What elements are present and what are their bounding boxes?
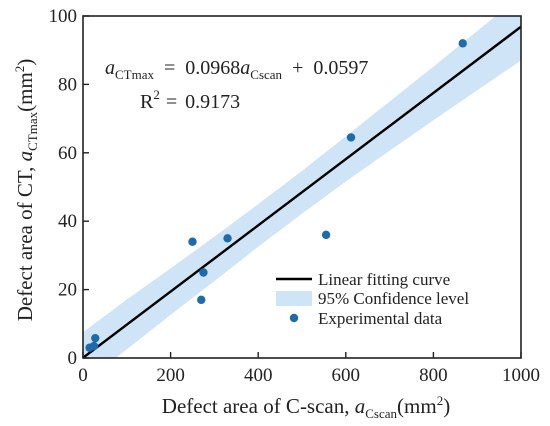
- data-point: [199, 268, 208, 277]
- r-squared: R2 = 0.9173: [140, 87, 240, 113]
- legend-label-data: Experimental data: [318, 309, 443, 328]
- y-tick-label: 60: [58, 143, 77, 164]
- data-point: [91, 333, 100, 343]
- x-tick-label: 600: [332, 365, 361, 386]
- legend-patch-swatch: [276, 291, 312, 306]
- data-point: [197, 295, 206, 305]
- x-tick-label: 1000: [502, 365, 540, 386]
- legend-item-fit: Linear fitting curve: [276, 270, 450, 289]
- data-point: [89, 341, 99, 351]
- plot-area: [83, 16, 521, 358]
- legend-label-fit: Linear fitting curve: [318, 270, 450, 289]
- legend-item-data: Experimental data: [289, 309, 443, 328]
- data-point: [346, 133, 356, 142]
- legend: Linear fitting curve 95% Confidence leve…: [276, 270, 469, 328]
- confidence-band: [83, 16, 521, 358]
- plot-frame: [82, 15, 522, 359]
- legend-label-band: 95% Confidence level: [318, 289, 469, 308]
- legend-item-band: 95% Confidence level: [276, 289, 469, 308]
- y-tick-label: 0: [68, 348, 78, 369]
- y-tick-label: 80: [58, 74, 77, 95]
- regression-equation: aCTmax = 0.0968aCscan +0.0597: [105, 57, 368, 82]
- y-axis-title: Defect area of CT, aCTmax(mm2): [12, 59, 40, 322]
- x-tick-label: 400: [244, 365, 273, 386]
- x-axis-title: Defect area of C-scan, aCscan(mm2): [162, 393, 450, 421]
- x-axis-ticks: 0 200 400 600 800 1000: [78, 352, 540, 386]
- data-point: [321, 230, 331, 240]
- x-tick-label: 800: [419, 365, 448, 386]
- data-point: [223, 234, 232, 243]
- linear-fit-line: [83, 25, 521, 358]
- data-point: [458, 39, 467, 48]
- y-tick-label: 40: [58, 211, 77, 232]
- x-tick-label: 200: [156, 365, 185, 386]
- data-point: [188, 237, 197, 246]
- y-axis-ticks: 0 20 40 60 80 100: [49, 6, 89, 369]
- y-tick-label: 20: [58, 280, 77, 301]
- experimental-points: [85, 39, 467, 352]
- y-tick-label: 100: [49, 6, 78, 27]
- x-tick-label: 0: [78, 365, 88, 386]
- legend-marker-swatch: [289, 313, 299, 323]
